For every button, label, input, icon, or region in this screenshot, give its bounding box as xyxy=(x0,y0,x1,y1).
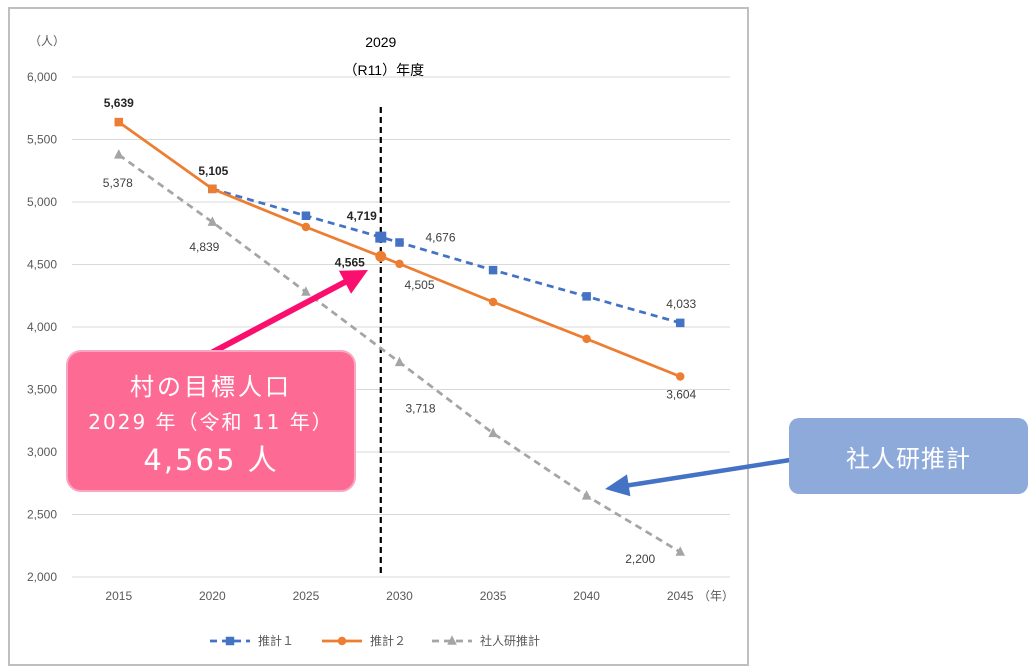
x-tick-label: 2035 xyxy=(480,589,507,603)
y-tick-label: 2,500 xyxy=(27,508,57,522)
chart-frame xyxy=(8,7,749,666)
x-tick-label: 2020 xyxy=(199,589,226,603)
legend-label: 推計１ xyxy=(258,633,294,648)
data-point-ipss xyxy=(581,490,592,500)
x-tick-label: 2015 xyxy=(105,589,132,603)
data-point-suikei-1 xyxy=(582,292,591,301)
data-label-suikei-1: 4,033 xyxy=(666,297,696,311)
callout-year: 2029 年（令和 11 年） xyxy=(88,410,334,434)
data-label-suikei-2: 4,565 xyxy=(335,255,365,269)
ipss-callout-label: 社人研推計 xyxy=(846,444,971,473)
y-tick-label: 2,000 xyxy=(27,570,57,584)
reference-line-sublabel: （R11）年度 xyxy=(343,62,424,78)
x-tick-label: 2045 xyxy=(667,589,694,603)
data-label-suikei-2: 5,639 xyxy=(104,96,134,110)
legend-label: 推計２ xyxy=(370,633,406,648)
data-point-ipss xyxy=(394,356,405,367)
data-point-ipss xyxy=(114,149,124,159)
y-tick-label: 5,500 xyxy=(27,133,57,147)
data-label-ipss: 3,718 xyxy=(405,401,435,415)
callout-heading: 村の目標人口 xyxy=(130,373,292,401)
data-label-suikei-1: 4,676 xyxy=(425,231,455,245)
legend-swatch-marker xyxy=(447,635,457,645)
data-point-suikei-2 xyxy=(582,334,591,344)
data-label-suikei-2: 4,505 xyxy=(404,278,434,292)
data-point-suikei-2 xyxy=(395,259,404,269)
data-label-suikei-1: 4,719 xyxy=(347,209,377,223)
data-point-suikei-2 xyxy=(114,117,124,127)
y-tick-label: 4,500 xyxy=(27,258,57,272)
legend-label: 社人研推計 xyxy=(480,633,540,648)
data-point-suikei-1 xyxy=(395,238,404,247)
data-label-suikei-2: 3,604 xyxy=(666,388,696,402)
data-label-ipss: 5,378 xyxy=(103,176,133,190)
data-label-suikei-2: 5,105 xyxy=(198,164,228,178)
data-labels: 4,719 4,676 4,033 5,639 5,105 4,565 4,505 3,604… xyxy=(103,96,697,566)
x-axis-label: （年） xyxy=(698,589,734,603)
data-point-suikei-2 xyxy=(208,184,217,194)
y-tick-label: 3,000 xyxy=(27,445,57,459)
data-point-suikei-2 xyxy=(301,222,311,232)
series-line-suikei-2 xyxy=(118,120,681,378)
series-line-suikei-1 xyxy=(212,187,681,325)
data-point-ipss xyxy=(207,216,218,226)
x-tick-label: 2030 xyxy=(386,589,413,603)
data-label-ipss: 2,200 xyxy=(625,552,655,566)
y-tick-label: 6,000 xyxy=(27,70,57,84)
target-population-callout: 村の目標人口 2029 年（令和 11 年） 4,565 人 xyxy=(66,350,356,492)
legend-item-ipss: 社人研推計 xyxy=(432,633,540,648)
legend: 推計１ 推計２ 社人研推計 xyxy=(210,633,540,648)
legend-swatch-marker xyxy=(225,636,235,646)
legend-swatch-marker xyxy=(337,636,347,646)
series-points-suikei-2 xyxy=(114,117,685,381)
data-point-suikei-1 xyxy=(375,231,387,243)
y-tick-label: 4,000 xyxy=(27,320,57,334)
x-tick-label: 2040 xyxy=(573,589,600,603)
legend-item-suikei-1: 推計１ xyxy=(210,633,294,648)
legend-item-suikei-2: 推計２ xyxy=(322,633,406,648)
ipss-estimate-callout: 社人研推計 xyxy=(789,418,1028,494)
data-label-ipss: 4,839 xyxy=(189,240,219,254)
data-point-suikei-1 xyxy=(488,265,498,275)
data-point-ipss xyxy=(488,427,498,438)
data-point-suikei-1 xyxy=(301,211,311,220)
x-tick-label: 2025 xyxy=(293,589,320,603)
y-axis-label: （人） xyxy=(29,34,65,48)
gridlines xyxy=(72,76,730,578)
data-point-suikei-2 xyxy=(375,250,387,262)
reference-line-label: 2029 xyxy=(365,34,396,50)
y-tick-label: 5,000 xyxy=(27,195,57,209)
data-point-ipss xyxy=(675,546,685,556)
data-point-suikei-2 xyxy=(488,297,498,307)
data-point-suikei-2 xyxy=(675,372,685,381)
callout-value: 4,565 人 xyxy=(143,443,279,477)
axis-ticks: 2,000 2,500 3,000 3,500 4,000 4,500 5,000 5,500… xyxy=(27,70,694,603)
data-point-suikei-1 xyxy=(675,318,685,328)
y-tick-label: 3,500 xyxy=(27,383,57,397)
